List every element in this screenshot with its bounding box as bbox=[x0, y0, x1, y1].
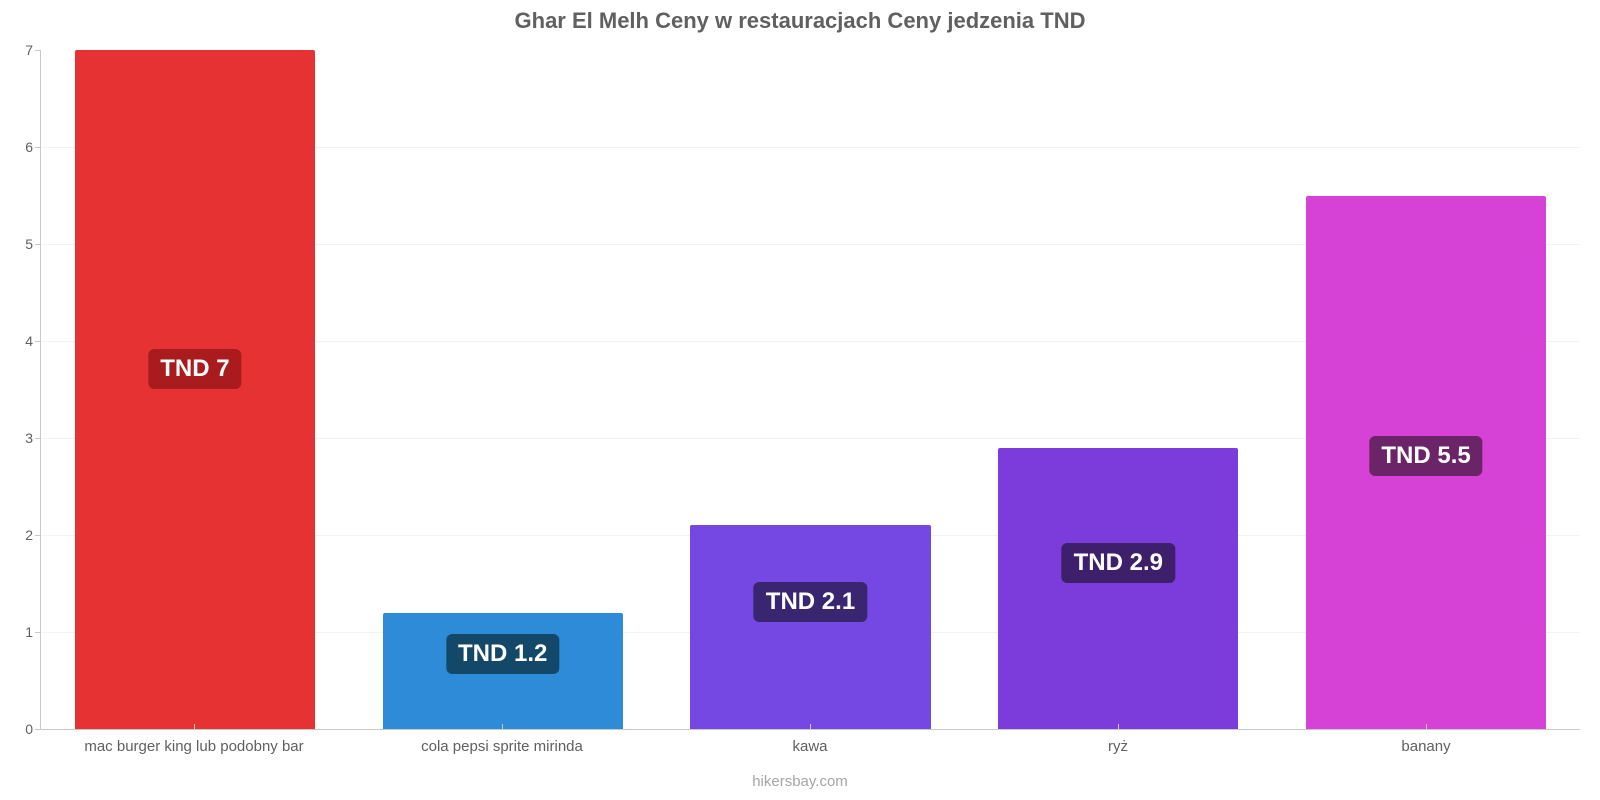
bar: TND 2.9 bbox=[998, 448, 1238, 729]
bar-slot: TND 2.1 bbox=[657, 50, 965, 729]
y-axis-label: 1 bbox=[25, 624, 41, 640]
y-axis-label: 7 bbox=[25, 42, 41, 58]
value-badge: TND 7 bbox=[148, 349, 241, 389]
y-axis-label: 3 bbox=[25, 430, 41, 446]
y-axis-label: 4 bbox=[25, 333, 41, 349]
bar: TND 1.2 bbox=[383, 613, 623, 729]
y-axis-label: 0 bbox=[25, 721, 41, 737]
bar: TND 2.1 bbox=[690, 525, 930, 729]
bars-row: TND 7 TND 1.2 TND 2.1 TND 2.9 TND 5.5 bbox=[41, 50, 1580, 729]
x-axis-label: cola pepsi sprite mirinda bbox=[348, 738, 656, 755]
x-axis-label: kawa bbox=[656, 738, 964, 755]
x-axis-label: ryż bbox=[964, 738, 1272, 755]
bar-slot: TND 5.5 bbox=[1272, 50, 1580, 729]
bar: TND 7 bbox=[75, 50, 315, 729]
x-axis-label: mac burger king lub podobny bar bbox=[40, 738, 348, 755]
y-axis-label: 2 bbox=[25, 527, 41, 543]
y-axis-label: 6 bbox=[25, 139, 41, 155]
value-badge: TND 2.1 bbox=[754, 582, 867, 622]
bar: TND 5.5 bbox=[1306, 196, 1546, 730]
bar-slot: TND 1.2 bbox=[349, 50, 657, 729]
plot-area: 01234567TND 7TND 1.2TND 2.1TND 2.9TND 5.… bbox=[40, 50, 1580, 730]
attribution-text: hikersbay.com bbox=[0, 773, 1600, 790]
x-axis-label: banany bbox=[1272, 738, 1580, 755]
value-badge: TND 1.2 bbox=[446, 634, 559, 674]
y-axis-label: 5 bbox=[25, 236, 41, 252]
bar-slot: TND 7 bbox=[41, 50, 349, 729]
chart-title: Ghar El Melh Ceny w restauracjach Ceny j… bbox=[0, 0, 1600, 44]
value-badge: TND 2.9 bbox=[1062, 543, 1175, 583]
x-axis-labels: mac burger king lub podobny barcola peps… bbox=[40, 738, 1580, 755]
price-bar-chart: Ghar El Melh Ceny w restauracjach Ceny j… bbox=[0, 0, 1600, 800]
value-badge: TND 5.5 bbox=[1369, 436, 1482, 476]
bar-slot: TND 2.9 bbox=[964, 50, 1272, 729]
